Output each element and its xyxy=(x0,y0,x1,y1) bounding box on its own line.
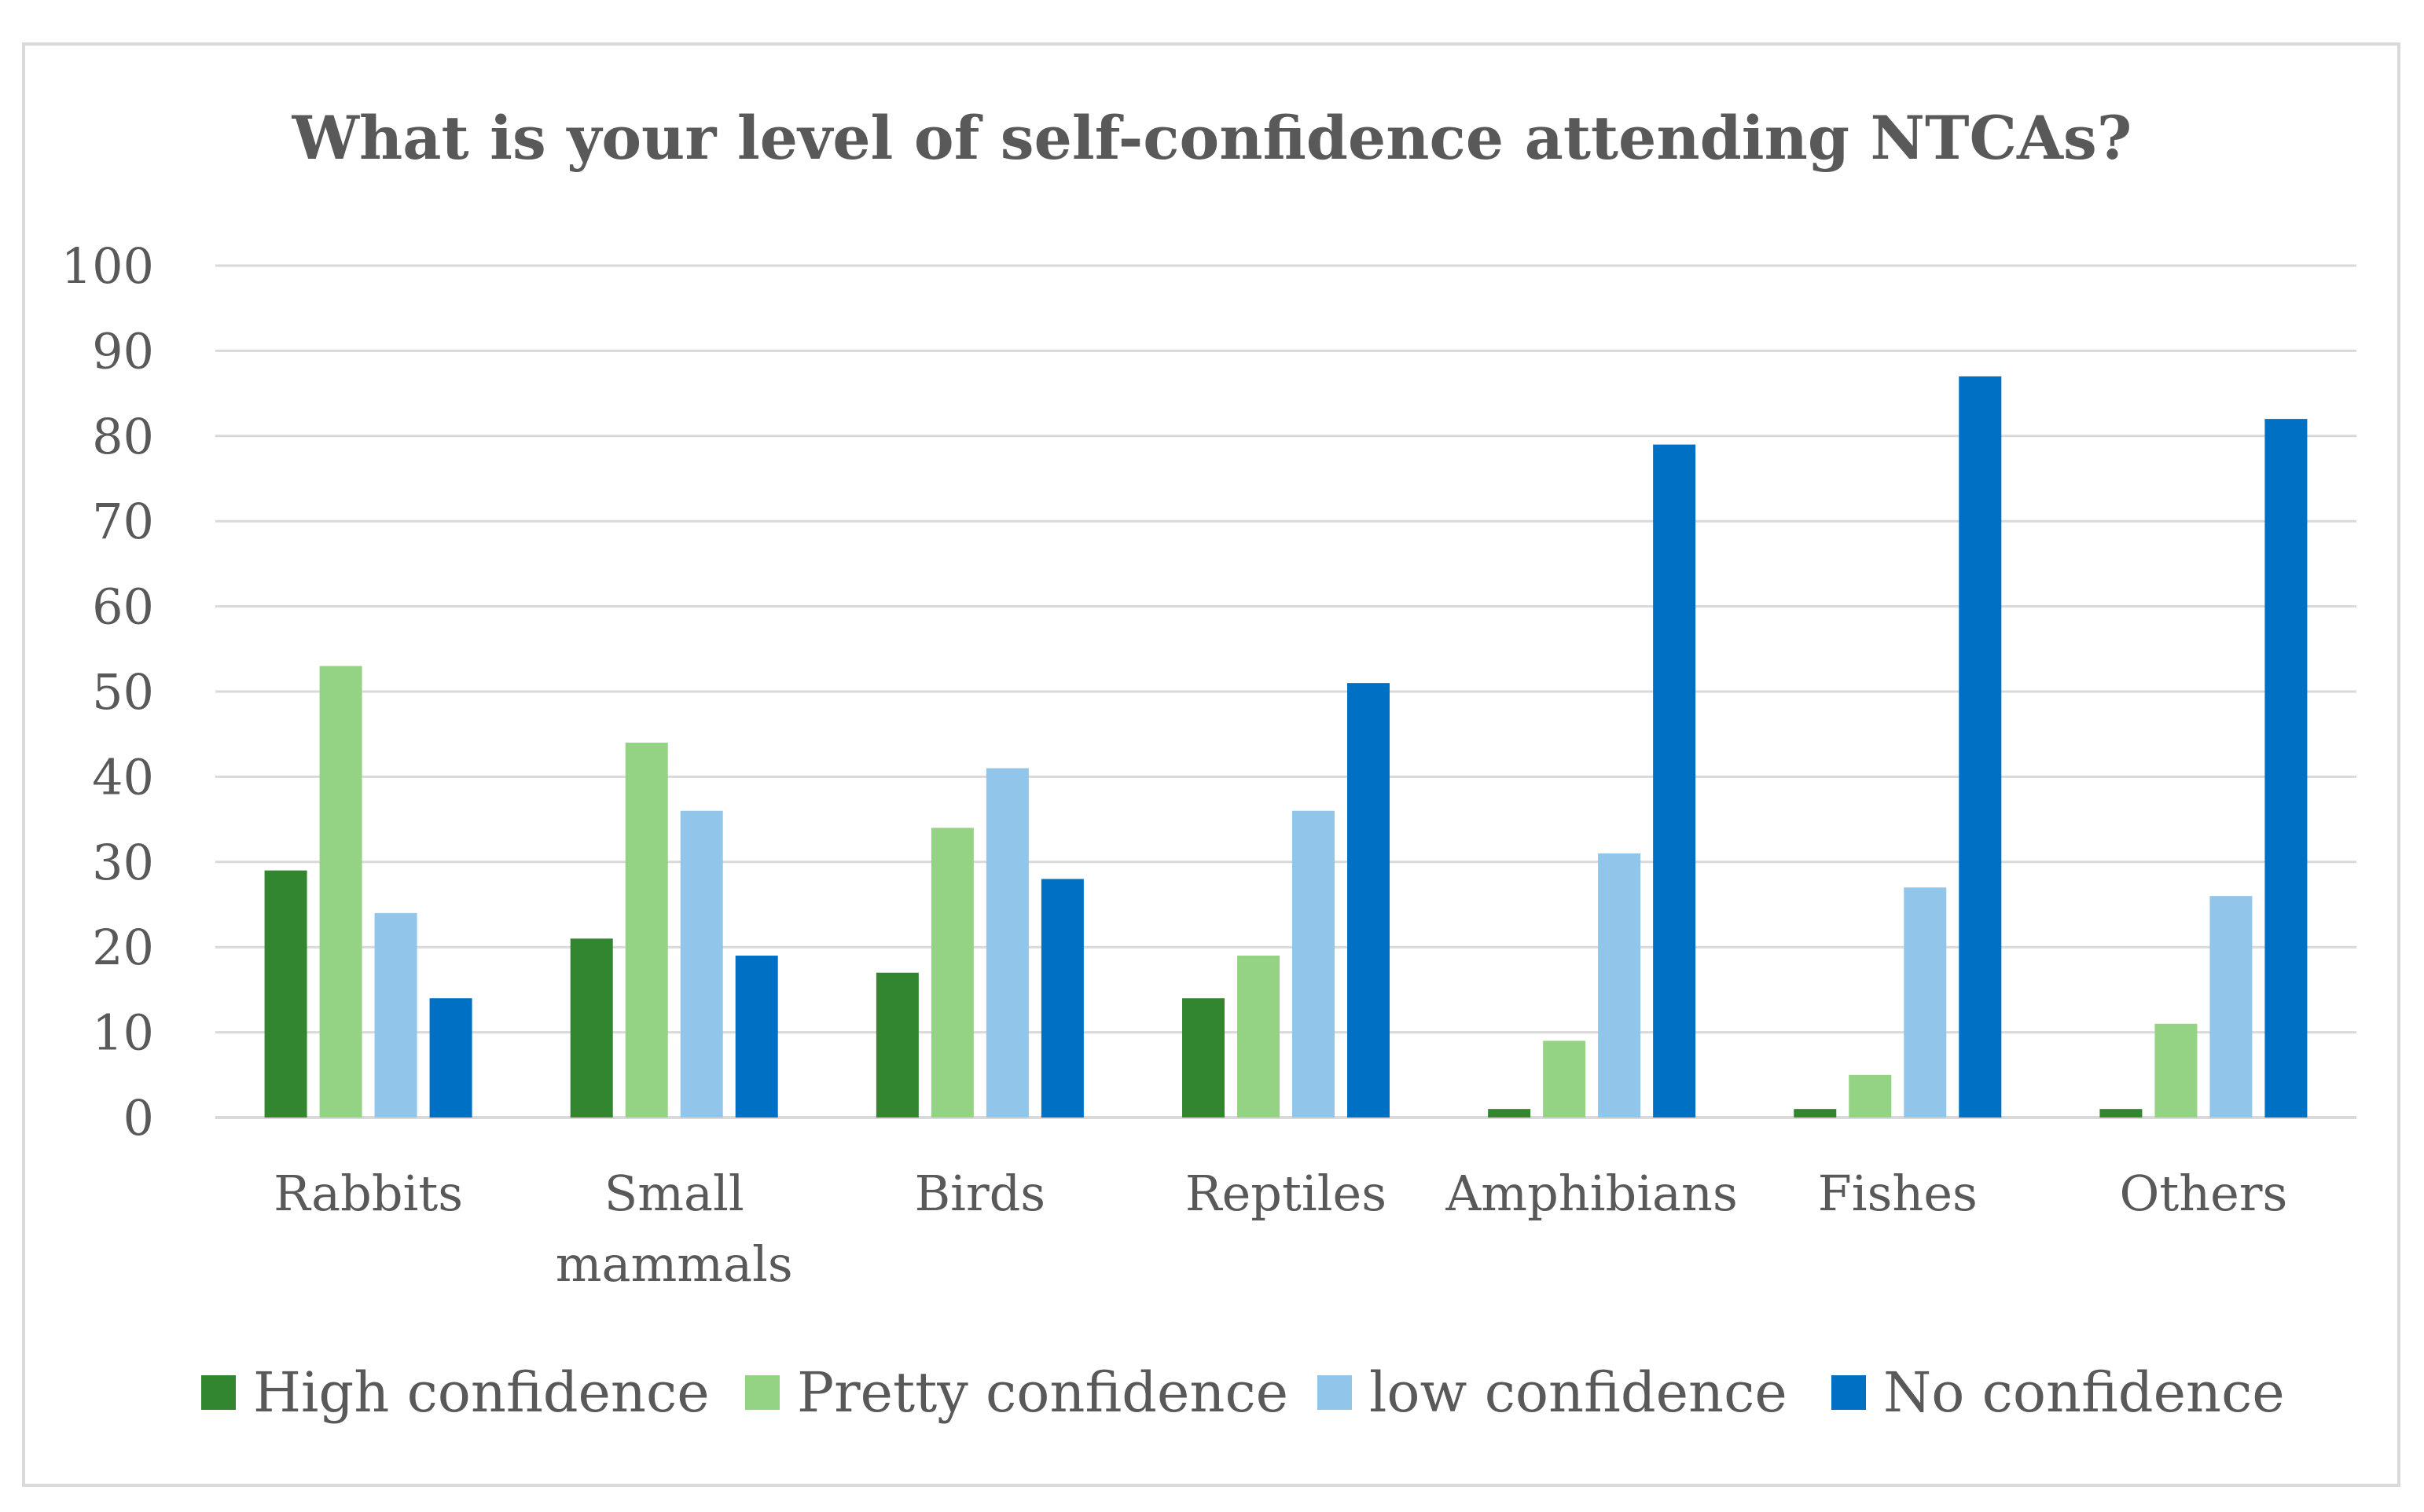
bar-low-confidence xyxy=(680,810,723,1117)
legend-label: No confidence xyxy=(1883,1360,2285,1425)
bar-no-confidence xyxy=(735,956,778,1117)
bar-pretty-confidence xyxy=(319,666,362,1117)
bar-no-confidence xyxy=(1959,376,2002,1117)
bar-pretty-confidence xyxy=(1849,1074,1892,1117)
bar-low-confidence xyxy=(986,768,1029,1117)
x-category-label: Birds xyxy=(915,1165,1046,1222)
x-category-label: mammals xyxy=(556,1235,793,1293)
bar-low-confidence xyxy=(1292,810,1335,1117)
bar-pretty-confidence xyxy=(1543,1040,1586,1117)
chart-title: What is your level of self-confidence at… xyxy=(292,103,2132,173)
bar-low-confidence xyxy=(2209,896,2253,1117)
bar-high-confidence xyxy=(264,870,307,1117)
bar-high-confidence xyxy=(2099,1109,2143,1117)
y-tick-label: 40 xyxy=(92,748,154,806)
bar-high-confidence xyxy=(1488,1109,1531,1117)
gridlines xyxy=(215,264,2356,1119)
legend: High confidence Pretty confidence low conf… xyxy=(201,1360,2285,1425)
bar-high-confidence xyxy=(570,938,613,1117)
y-tick-label: 90 xyxy=(92,322,154,380)
y-tick-label: 20 xyxy=(92,919,154,976)
legend-swatch xyxy=(745,1375,780,1410)
x-category-label: Rabbits xyxy=(274,1165,463,1222)
bar-low-confidence xyxy=(374,912,417,1117)
y-tick-label: 10 xyxy=(92,1004,154,1062)
bar-no-confidence xyxy=(1653,444,1696,1117)
bar-no-confidence xyxy=(1041,879,1084,1117)
x-category-label: Others xyxy=(2120,1165,2288,1222)
legend-label: low confidence xyxy=(1369,1360,1787,1425)
bars xyxy=(264,376,2308,1117)
legend-swatch xyxy=(1317,1375,1352,1410)
x-category-label: Small xyxy=(604,1165,744,1222)
x-axis-categories: Rabbits Small mammals Birds Reptiles Amphibia… xyxy=(274,1165,2287,1293)
x-category-label: Reptiles xyxy=(1185,1165,1386,1222)
x-category-label: Amphibians xyxy=(1445,1165,1738,1222)
y-tick-label: 100 xyxy=(61,237,154,295)
bar-pretty-confidence xyxy=(625,743,668,1117)
y-tick-label: 80 xyxy=(92,408,154,465)
legend-label: High confidence xyxy=(253,1360,710,1425)
bar-pretty-confidence xyxy=(2154,1023,2198,1117)
bar-pretty-confidence xyxy=(1237,956,1280,1117)
y-tick-label: 70 xyxy=(92,493,154,550)
y-axis-ticks: 0 10 20 30 40 50 60 70 80 90 100 xyxy=(61,237,154,1147)
bar-high-confidence xyxy=(1794,1109,1837,1117)
bar-no-confidence xyxy=(1347,683,1390,1117)
bar-pretty-confidence xyxy=(931,828,974,1117)
legend-swatch xyxy=(201,1375,236,1410)
bar-no-confidence xyxy=(2264,419,2308,1117)
y-tick-label: 60 xyxy=(92,578,154,636)
bar-no-confidence xyxy=(429,998,472,1117)
y-tick-label: 30 xyxy=(92,834,154,891)
bar-low-confidence xyxy=(1598,853,1641,1117)
bar-high-confidence xyxy=(876,972,919,1117)
bar-low-confidence xyxy=(1904,887,1947,1117)
x-category-label: Fishes xyxy=(1818,1165,1978,1222)
bar-high-confidence xyxy=(1182,998,1225,1117)
chart-frame xyxy=(22,42,2400,1487)
legend-label: Pretty confidence xyxy=(797,1360,1288,1425)
legend-swatch xyxy=(1831,1375,1866,1410)
y-tick-label: 0 xyxy=(123,1089,154,1147)
y-tick-label: 50 xyxy=(92,663,154,721)
